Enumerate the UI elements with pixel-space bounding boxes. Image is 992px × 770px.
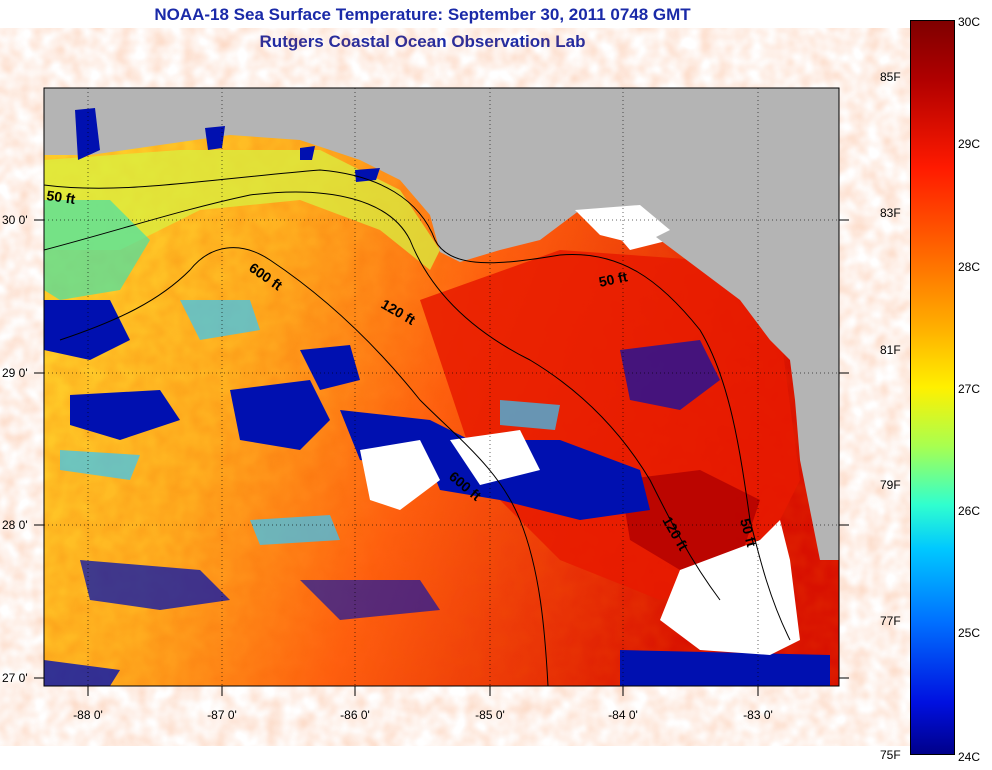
lon-label-83: -83 0' (743, 708, 773, 722)
colorbar-label-28c: 28C (958, 260, 981, 274)
coastal-bays (75, 108, 380, 182)
nearshore-cool-band (44, 150, 440, 270)
colorbar-label-26c: 26C (958, 504, 981, 518)
lat-label-28: 28 0' (2, 518, 28, 532)
graticule (44, 88, 839, 686)
isobath-120ft (43, 191, 721, 601)
colorbar-label-29c: 29C (958, 137, 981, 151)
lat-label-30: 30 0' (2, 213, 28, 227)
isobaths (43, 169, 791, 687)
colorbar-label-75f: 75F (880, 748, 901, 762)
contour-label-50ft-west: 50 ft (46, 187, 77, 207)
temperature-colorbar (910, 20, 955, 755)
contour-label-50ft-south: 50 ft (737, 517, 760, 549)
lon-label-85: -85 0' (475, 708, 505, 722)
map-title: NOAA-18 Sea Surface Temperature: Septemb… (154, 5, 691, 24)
cyan-fronts (60, 300, 560, 545)
colorbar-label-30c: 30C (958, 15, 981, 29)
colorbar-label-25c: 25C (958, 626, 981, 640)
isobath-50ft (43, 169, 791, 641)
contour-label-50ft-big-bend: 50 ft (597, 268, 629, 290)
colorbar-label-24c: 24C (958, 750, 981, 764)
lon-label-86: -86 0' (340, 708, 370, 722)
map-plot-area: 50 ft 600 ft 120 ft 50 ft 600 ft 120 ft … (34, 87, 849, 696)
colorbar-label-81f: 81F (880, 343, 901, 357)
shelf-green-patch (44, 200, 150, 300)
hot-region (620, 470, 760, 570)
lon-label-88: -88 0' (73, 708, 103, 722)
colorbar-label-77f: 77F (880, 614, 901, 628)
lon-label-87: -87 0' (207, 708, 237, 722)
isobath-600ft (59, 247, 549, 687)
colorbar-label-27c: 27C (958, 382, 981, 396)
colorbar-label-79f: 79F (880, 478, 901, 492)
map-subtitle: Rutgers Coastal Ocean Observation Lab (259, 32, 586, 51)
colorbar-label-83f: 83F (880, 206, 901, 220)
axis-ticks (34, 219, 849, 696)
lon-label-84: -84 0' (608, 708, 638, 722)
colorbar-label-85f: 85F (880, 70, 901, 84)
lat-label-27: 27 0' (2, 671, 28, 685)
lat-label-29: 29 0' (2, 366, 28, 380)
